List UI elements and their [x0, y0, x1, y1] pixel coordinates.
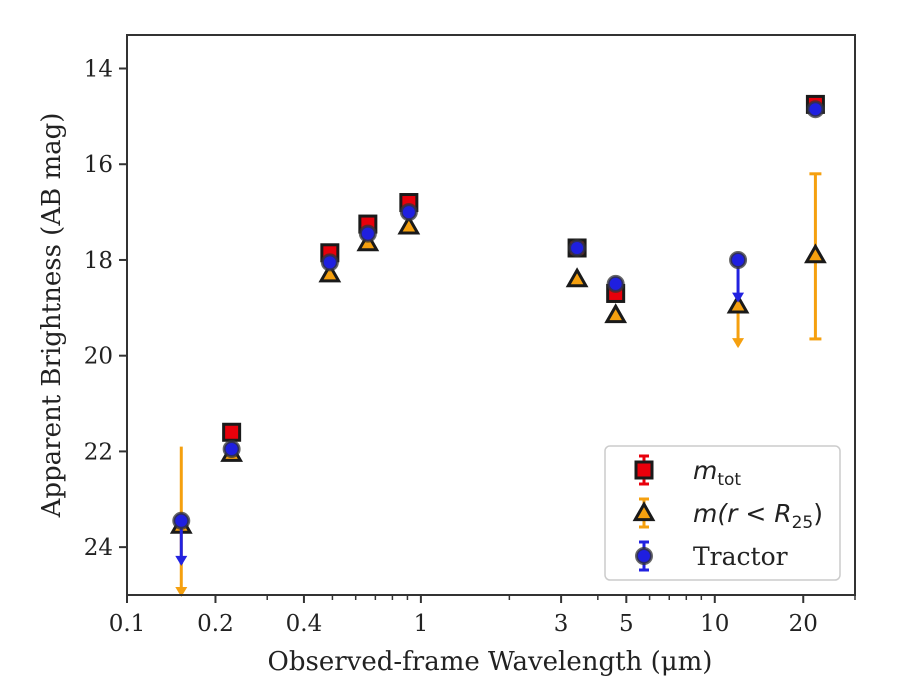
series-circle-point-limit-arrow [732, 292, 745, 303]
data-point-circle [729, 250, 748, 269]
x-axis-label: Observed-frame Wavelength (μm) [268, 647, 713, 677]
data-point-triangle [604, 303, 628, 324]
legend-box [604, 445, 841, 581]
series-circle-point-limit-arrow [175, 555, 188, 566]
x-tick-label: 0.4 [286, 611, 323, 637]
data-point-triangle [804, 243, 827, 264]
data-point-triangle [397, 214, 421, 235]
data-point-circle [172, 511, 191, 530]
legend-marker-triangle [632, 501, 656, 522]
data-point-circle [320, 253, 339, 272]
series-triangle-point-limit-arrow [175, 587, 188, 597]
y-tick-label: 16 [84, 152, 113, 178]
series-triangle-point-limit-arrow [732, 338, 745, 349]
data-point-circle [222, 440, 241, 459]
data-point-circle [806, 100, 825, 119]
series-square [222, 94, 825, 442]
y-tick-label: 20 [84, 344, 113, 370]
legend-label: m(r < R25) [693, 499, 823, 533]
data-point-circle [568, 238, 587, 257]
data-point-triangle [318, 262, 342, 283]
legend-marker-square [634, 460, 654, 480]
x-tick-label: 10 [700, 611, 729, 637]
x-tick-label: 20 [789, 611, 818, 637]
data-point-circle [399, 203, 418, 222]
x-tick-label: 0.1 [109, 611, 146, 637]
y-tick-label: 22 [84, 439, 113, 465]
x-tick-label: 5 [619, 611, 634, 637]
legend-label: mtot [693, 456, 741, 490]
x-tick-label: 0.2 [197, 611, 234, 637]
data-point-circle [606, 274, 625, 293]
legend: mtot m(r < R25) Tractor [604, 445, 841, 581]
data-point-circle [358, 224, 377, 243]
y-tick-label: 18 [84, 248, 113, 274]
y-axis-label: Apparent Brightness (AB mag) [37, 113, 67, 519]
legend-marker-circle [635, 547, 653, 565]
series-circle [172, 100, 825, 566]
y-tick-label: 24 [84, 535, 113, 561]
data-marks [169, 94, 827, 597]
data-point-square [222, 422, 242, 442]
x-tick-label: 3 [554, 611, 569, 637]
data-point-triangle [565, 267, 589, 288]
data-point-triangle [726, 293, 750, 314]
legend-label: Tractor [693, 542, 788, 571]
x-tick-label: 1 [414, 611, 429, 637]
y-tick-label: 14 [84, 57, 113, 83]
plot-frame [126, 34, 856, 596]
